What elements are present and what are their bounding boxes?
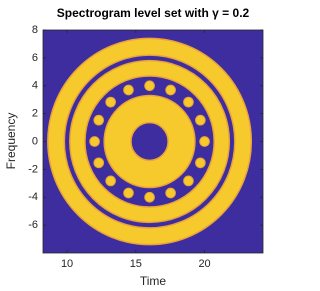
level-dot <box>195 157 206 169</box>
y-tick-label: -4 <box>28 191 38 203</box>
level-dot <box>123 187 134 199</box>
x-tick-label: 10 <box>61 258 73 270</box>
level-dot <box>105 96 116 108</box>
x-axis-label: Time <box>140 274 167 288</box>
level-ring <box>103 94 196 189</box>
level-ring <box>47 37 253 246</box>
level-dot <box>105 175 116 187</box>
y-tick-label: 2 <box>32 108 38 120</box>
level-dot <box>89 136 100 147</box>
chart: Spectrogram level set with γ = 0.2 Time … <box>4 6 264 288</box>
level-dot <box>199 136 210 147</box>
level-dot <box>195 114 206 126</box>
level-dot <box>165 187 176 199</box>
level-ring <box>69 59 231 224</box>
y-tick-label: -2 <box>28 163 38 175</box>
y-tick-label: 6 <box>32 52 38 64</box>
y-tick-label: 0 <box>32 135 38 147</box>
level-dot <box>123 84 134 96</box>
level-dot <box>144 80 155 92</box>
level-dot <box>93 114 105 126</box>
level-dot <box>144 191 155 203</box>
y-tick-label: -6 <box>28 219 38 231</box>
plot-area <box>47 37 253 246</box>
y-tick-label: 8 <box>32 24 38 36</box>
y-tick-label: 4 <box>32 80 38 92</box>
x-tick-label: 15 <box>130 258 142 270</box>
chart-title: Spectrogram level set with γ = 0.2 <box>57 6 250 20</box>
level-dot <box>93 157 105 169</box>
level-dot <box>183 96 194 108</box>
level-dot <box>183 175 194 187</box>
y-axis-label: Frequency <box>4 113 18 170</box>
x-tick-label: 20 <box>198 258 210 270</box>
level-dot <box>165 84 176 96</box>
